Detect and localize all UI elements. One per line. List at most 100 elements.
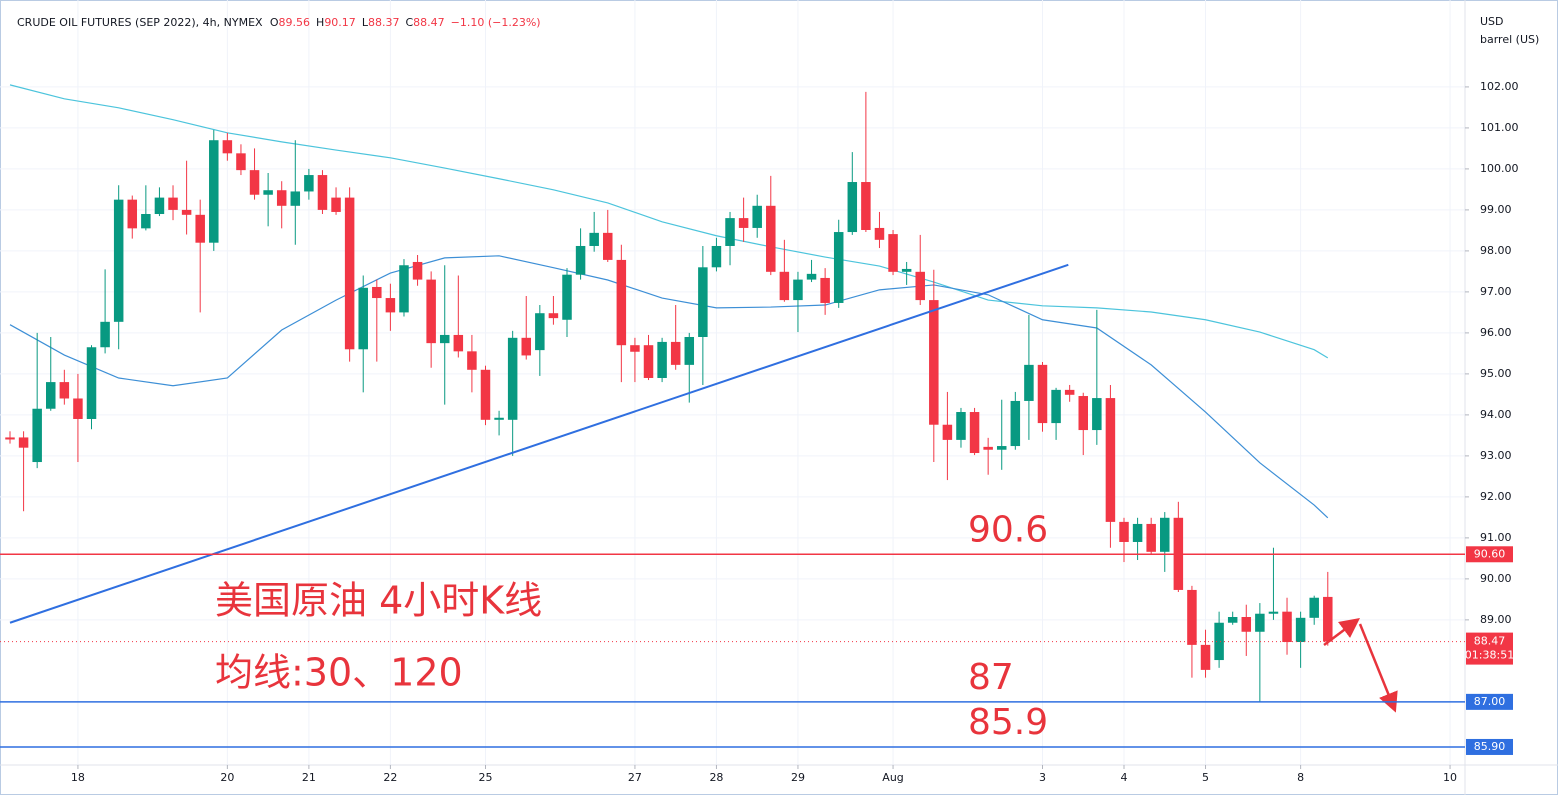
candle-body <box>494 417 504 420</box>
candle-body <box>861 182 871 230</box>
price-badge <box>1466 738 1513 755</box>
change: −1.10 (−1.23%) <box>451 16 541 29</box>
candle-body <box>412 261 423 280</box>
candle-body <box>657 341 667 378</box>
candle-body <box>113 199 124 322</box>
candle-body <box>1010 400 1021 447</box>
candle-body <box>1268 611 1279 614</box>
l-value: 88.37 <box>368 16 400 29</box>
candle-body <box>181 209 192 215</box>
y-tick-label: 99.00 <box>1480 203 1512 216</box>
candle-body <box>344 197 355 350</box>
x-tick-label: 20 <box>220 771 234 784</box>
x-tick-label: 28 <box>709 771 723 784</box>
candle-body <box>548 313 559 319</box>
candle-body <box>453 334 464 352</box>
candle-body <box>331 197 341 212</box>
y-tick-label: 95.00 <box>1480 367 1512 380</box>
candle-body <box>1078 396 1088 431</box>
candle-body <box>1146 523 1156 552</box>
candle-body <box>222 140 233 154</box>
candle-body <box>304 175 314 192</box>
plot <box>5 84 1333 702</box>
candle-body <box>1105 398 1116 522</box>
candle-body <box>684 336 695 365</box>
y-tick-label: 90.00 <box>1480 572 1512 585</box>
x-tick-label: 10 <box>1443 771 1457 784</box>
candle-body <box>589 232 599 246</box>
trendline <box>9 263 1069 624</box>
candle-body <box>385 298 396 313</box>
moving-average <box>9 84 1329 359</box>
candle-body <box>1200 644 1211 670</box>
h-label: H <box>316 16 324 29</box>
arrow-up <box>1323 618 1360 646</box>
line-annotation: 87 <box>968 657 1014 698</box>
line-annotation: 85.9 <box>968 702 1048 743</box>
candle-body <box>372 286 382 299</box>
candle-body <box>1187 589 1197 645</box>
candle-body <box>141 214 151 229</box>
unit: barrel (US) <box>1480 33 1539 46</box>
countdown: 01:38:51 <box>1465 649 1514 662</box>
x-tick-label: 27 <box>628 771 642 784</box>
candle-body <box>535 313 545 351</box>
candle-body <box>670 341 681 365</box>
candle-body <box>1323 596 1333 642</box>
candle-body <box>1160 517 1170 552</box>
candle-body <box>793 279 803 301</box>
candle-body <box>1037 364 1048 424</box>
candle-body <box>929 300 939 425</box>
x-tick-label: 3 <box>1039 771 1046 784</box>
candle-body <box>73 398 83 419</box>
y-tick-label: 97.00 <box>1480 285 1512 298</box>
price-badge-label: 85.90 <box>1474 740 1506 753</box>
candle-body <box>630 345 640 352</box>
y-tick-label: 92.00 <box>1480 490 1512 503</box>
unit: USD <box>1480 15 1504 28</box>
candle-body <box>1227 617 1238 623</box>
candle-body <box>1119 521 1129 542</box>
candle-body <box>1064 389 1075 395</box>
candle-body <box>562 274 572 320</box>
x-tick-label: 4 <box>1121 771 1128 784</box>
l-label: L <box>362 16 369 29</box>
candle-body <box>833 232 844 303</box>
last-price-badge <box>1466 632 1513 665</box>
y-tick-label: 100.00 <box>1480 162 1519 175</box>
candle-body <box>942 424 953 440</box>
candle-body <box>100 321 110 348</box>
candle-body <box>18 437 29 448</box>
y-tick-label: 89.00 <box>1480 613 1512 626</box>
x-tick-label: 29 <box>791 771 805 784</box>
candle-body <box>236 153 246 171</box>
candle-body <box>969 412 980 454</box>
o-label: O <box>270 16 279 29</box>
last-price-label: 88.47 <box>1474 635 1506 648</box>
price-badge <box>1466 693 1513 710</box>
candle-body <box>643 345 654 378</box>
candle-body <box>168 197 178 210</box>
candle-body <box>603 232 613 260</box>
candle-body <box>46 382 56 409</box>
candle-body <box>820 277 830 303</box>
candle-body <box>874 227 885 240</box>
candle-body <box>1132 523 1143 542</box>
candle-body <box>32 408 42 463</box>
candle-body <box>996 446 1007 450</box>
candle-body <box>1255 613 1265 632</box>
candle-body <box>752 205 762 228</box>
candle-body <box>738 218 749 228</box>
candle-body <box>698 267 708 337</box>
candle-body <box>195 214 205 243</box>
candle-body <box>1309 597 1319 618</box>
candle-body <box>507 337 518 420</box>
candle-body <box>399 265 409 313</box>
candle-body <box>983 446 993 450</box>
candle-body <box>956 412 966 440</box>
c-label: C <box>405 16 413 29</box>
candle-body <box>915 271 925 301</box>
y-tick-label: 102.00 <box>1480 80 1519 93</box>
x-tick-label: 5 <box>1202 771 1209 784</box>
